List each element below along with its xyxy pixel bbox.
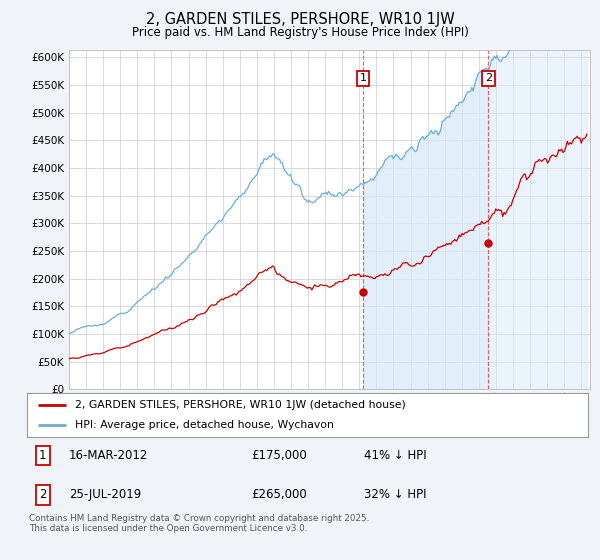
Text: 32% ↓ HPI: 32% ↓ HPI (364, 488, 426, 501)
Text: 1: 1 (39, 449, 46, 462)
Text: 2, GARDEN STILES, PERSHORE, WR10 1JW: 2, GARDEN STILES, PERSHORE, WR10 1JW (146, 12, 454, 27)
Text: £265,000: £265,000 (251, 488, 307, 501)
Text: 2: 2 (39, 488, 46, 501)
Text: 16-MAR-2012: 16-MAR-2012 (69, 449, 148, 462)
Text: HPI: Average price, detached house, Wychavon: HPI: Average price, detached house, Wych… (74, 420, 334, 430)
Text: Contains HM Land Registry data © Crown copyright and database right 2025.
This d: Contains HM Land Registry data © Crown c… (29, 514, 369, 534)
Text: Price paid vs. HM Land Registry's House Price Index (HPI): Price paid vs. HM Land Registry's House … (131, 26, 469, 39)
Text: 1: 1 (359, 73, 367, 83)
Text: 41% ↓ HPI: 41% ↓ HPI (364, 449, 426, 462)
Text: 2: 2 (485, 73, 492, 83)
Text: 25-JUL-2019: 25-JUL-2019 (69, 488, 142, 501)
Text: 2, GARDEN STILES, PERSHORE, WR10 1JW (detached house): 2, GARDEN STILES, PERSHORE, WR10 1JW (de… (74, 400, 406, 410)
Text: £175,000: £175,000 (251, 449, 307, 462)
